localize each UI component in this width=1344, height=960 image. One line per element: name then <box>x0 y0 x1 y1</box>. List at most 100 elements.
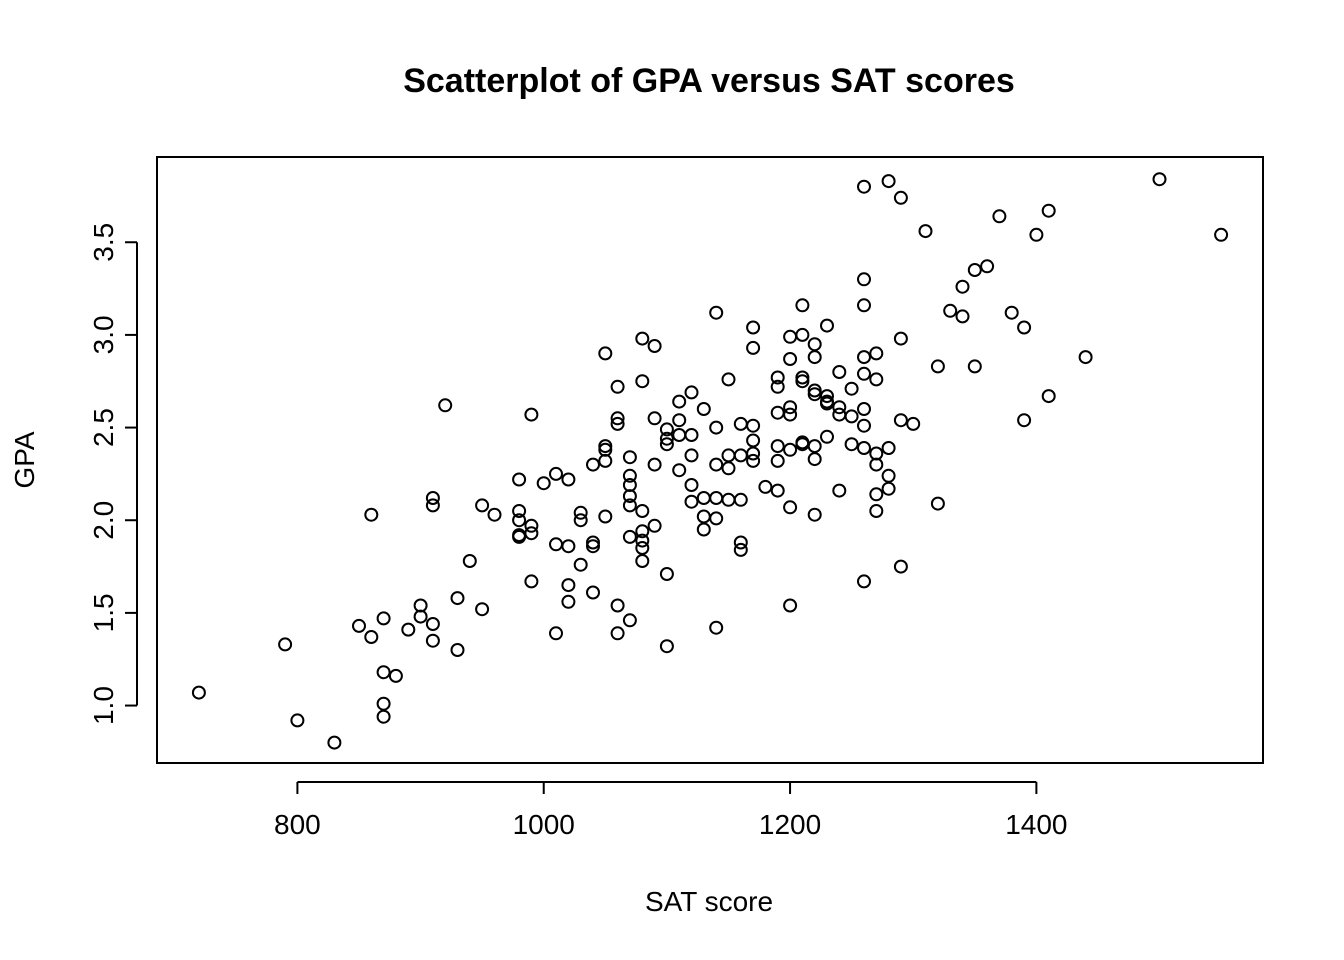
data-point <box>376 696 391 711</box>
data-point <box>721 372 736 387</box>
data-point <box>696 509 711 524</box>
x-tick-label: 1000 <box>513 809 575 840</box>
data-point <box>881 174 896 189</box>
data-point <box>659 567 674 581</box>
data-point <box>857 179 871 194</box>
data-point <box>586 539 600 554</box>
data-point <box>512 472 527 487</box>
data-point <box>721 448 736 463</box>
data-point <box>388 668 403 683</box>
data-point <box>561 594 576 609</box>
data-point <box>462 554 477 568</box>
data-point <box>610 379 625 394</box>
data-point <box>758 479 773 494</box>
data-point <box>1041 203 1056 218</box>
data-point <box>376 611 391 626</box>
data-point <box>549 626 563 641</box>
data-point <box>524 518 539 533</box>
data-point <box>770 453 785 468</box>
data-point <box>709 620 724 635</box>
data-point <box>733 416 748 431</box>
data-point <box>943 303 958 318</box>
data-point <box>746 418 761 433</box>
data-point <box>672 428 687 442</box>
data-point <box>980 259 995 274</box>
data-point <box>820 429 834 444</box>
data-point <box>561 539 576 554</box>
data-point <box>598 509 613 524</box>
data-point <box>684 385 699 400</box>
data-point <box>278 637 293 652</box>
data-point <box>1017 320 1032 335</box>
data-point <box>709 457 724 472</box>
data-point <box>672 463 687 478</box>
data-point <box>857 366 871 381</box>
data-point <box>733 448 748 463</box>
data-point <box>635 331 650 346</box>
data-point <box>561 578 576 593</box>
data-point <box>401 622 416 637</box>
data-point <box>635 554 650 568</box>
data-point <box>721 492 736 507</box>
data-point <box>783 329 798 344</box>
data-point <box>857 272 871 287</box>
data-point <box>844 437 859 452</box>
data-point <box>647 518 662 533</box>
data-point <box>832 483 847 498</box>
data-point <box>746 453 761 468</box>
data-point <box>869 372 884 387</box>
data-point <box>857 574 871 589</box>
data-point <box>881 441 896 455</box>
data-point <box>930 359 945 374</box>
data-point <box>524 526 539 541</box>
data-point <box>622 498 637 513</box>
data-point <box>425 491 440 505</box>
data-point <box>549 537 563 552</box>
data-point <box>450 643 465 657</box>
data-point <box>783 442 798 457</box>
data-point <box>672 413 687 428</box>
data-point <box>733 492 748 507</box>
data-point <box>684 478 699 492</box>
data-point <box>992 209 1007 224</box>
data-point <box>857 441 871 455</box>
data-point <box>709 305 724 320</box>
data-point <box>795 374 810 389</box>
data-point <box>413 609 428 624</box>
data-point <box>622 450 637 465</box>
data-point <box>967 263 982 277</box>
data-point <box>869 457 884 472</box>
data-point <box>524 574 539 589</box>
y-tick-label: 3.5 <box>88 223 119 262</box>
data-point <box>450 591 465 606</box>
data-point <box>770 370 785 385</box>
data-point <box>770 379 785 394</box>
data-point <box>893 331 908 346</box>
y-tick-label: 2.5 <box>88 408 119 447</box>
data-point <box>622 489 637 504</box>
data-point <box>746 320 761 335</box>
data-point <box>696 491 711 505</box>
data-point <box>783 598 798 613</box>
data-point <box>364 630 379 644</box>
data-point <box>906 416 921 431</box>
data-point <box>659 639 674 654</box>
data-point <box>709 511 724 526</box>
data-point <box>696 522 711 537</box>
data-point <box>1041 389 1056 404</box>
x-tick-label: 800 <box>274 809 321 840</box>
data-point <box>746 340 761 355</box>
data-point <box>746 446 761 461</box>
y-tick-label: 1.5 <box>88 593 119 632</box>
x-tick-label: 1200 <box>759 809 821 840</box>
data-point <box>857 402 871 416</box>
data-point <box>524 407 539 422</box>
data-point <box>930 496 945 511</box>
data-point <box>709 491 724 505</box>
data-points <box>191 172 1229 750</box>
data-point <box>684 448 699 463</box>
data-point <box>770 483 785 498</box>
data-point <box>869 346 884 361</box>
data-point <box>635 541 650 555</box>
data-point <box>795 298 810 313</box>
